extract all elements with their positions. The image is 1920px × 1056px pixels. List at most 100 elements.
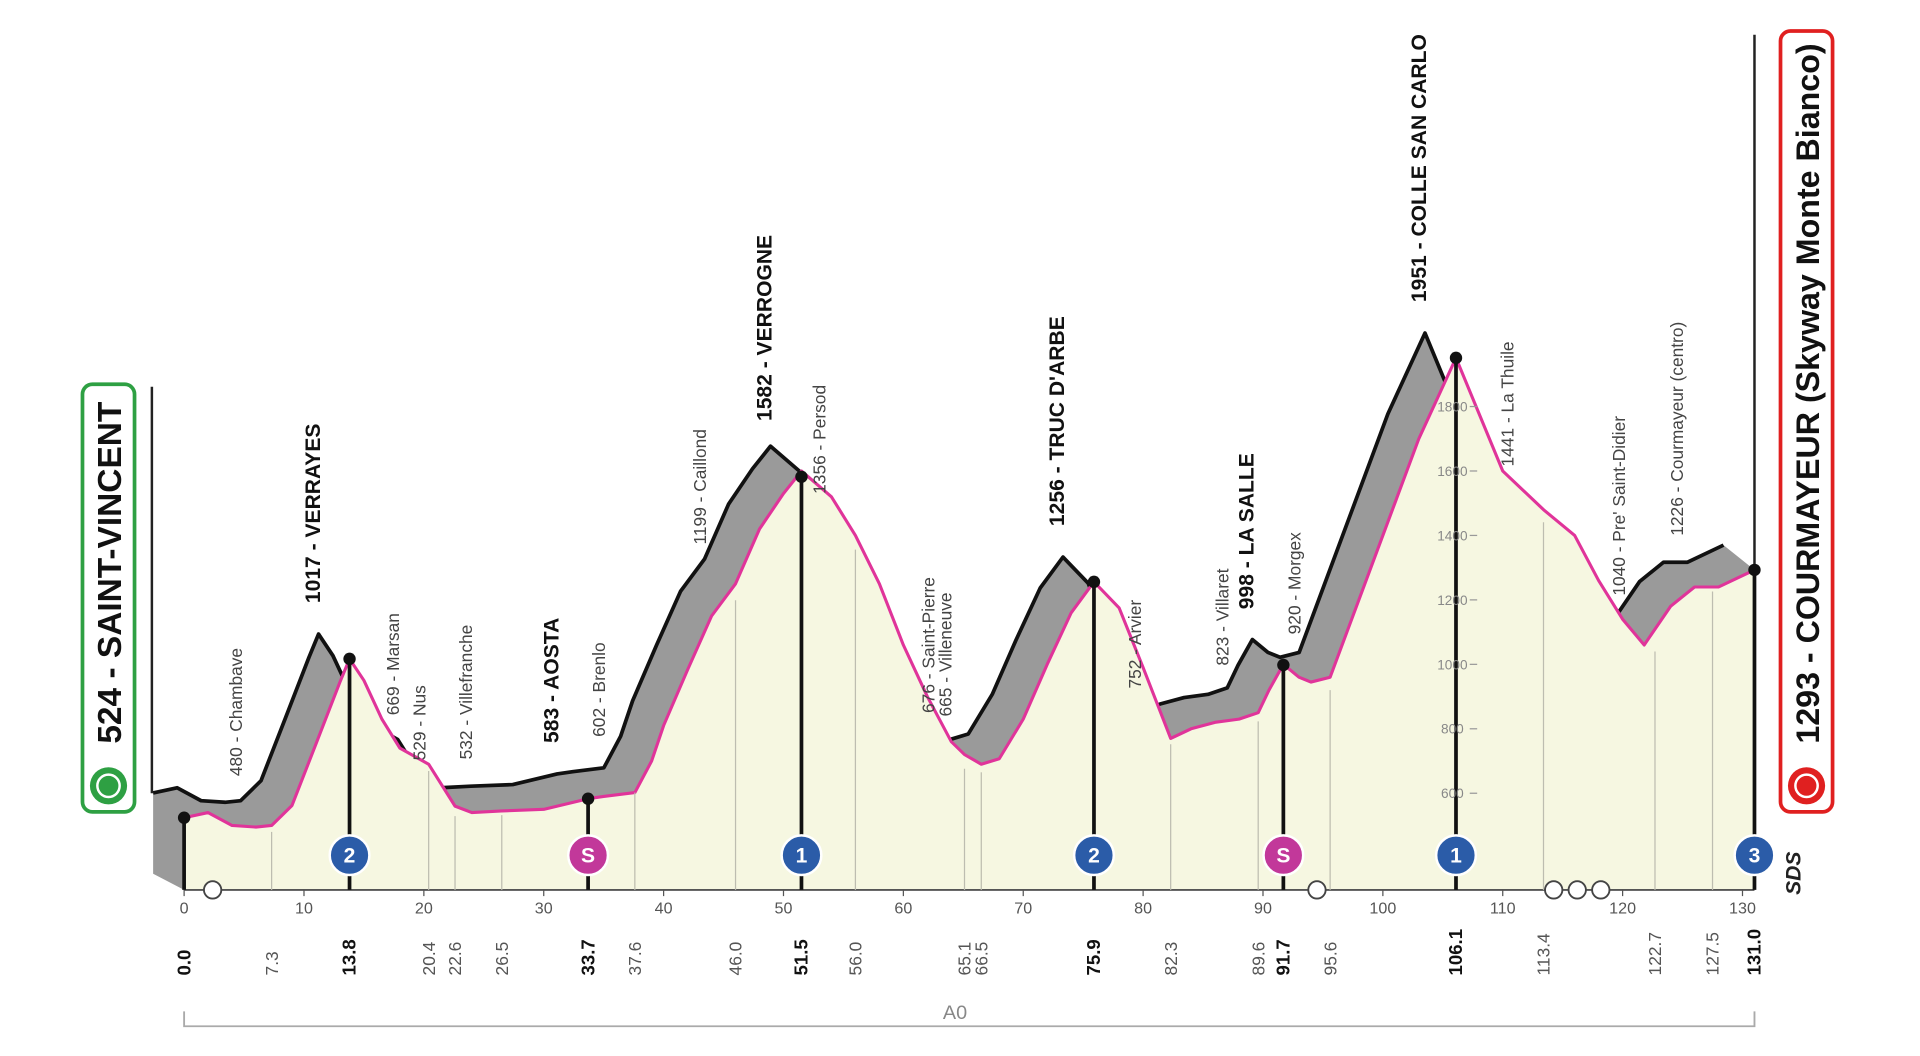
km-label: 7.3 [262, 951, 282, 975]
summit-label: 1951 - COLLE SAN CARLO [1408, 34, 1431, 302]
km-label: 46.0 [726, 942, 746, 976]
km-label: 131.0 [1744, 929, 1765, 976]
km-label: 91.7 [1273, 939, 1294, 975]
x-tick-label: 70 [1014, 899, 1032, 917]
km-label: 65.1 [955, 942, 975, 976]
y-tick-label: 1400 [1437, 528, 1468, 543]
x-tick-label: 110 [1490, 899, 1516, 917]
km-label: 22.6 [445, 942, 465, 976]
badge [1262, 834, 1305, 877]
badge-label: 1 [1450, 845, 1462, 868]
y-tick-label: 1600 [1437, 464, 1468, 479]
start-box [80, 382, 137, 814]
y-tick-label: 600 [1441, 786, 1464, 801]
km-label: 33.7 [577, 939, 598, 975]
x-tick-label: 60 [894, 899, 912, 917]
summit-label: 1017 - VERRAYES [302, 424, 325, 604]
start-icon [89, 767, 128, 805]
km-label: 89.6 [1248, 942, 1268, 976]
waypoint-label: 920 - Morgex [1284, 532, 1304, 635]
summit-label: 583 - AOSTA [540, 618, 563, 743]
km-label: 122.7 [1645, 932, 1665, 975]
profile-area [184, 357, 1755, 890]
summit-dot [177, 811, 191, 824]
badge [567, 834, 610, 877]
waypoint-label: 1040 - Pre' Saint-Didier [1609, 416, 1629, 596]
x-tick-label: 80 [1134, 899, 1152, 917]
badge-label: S [1276, 845, 1290, 868]
summit-dot [1087, 575, 1101, 589]
badge [1072, 834, 1116, 877]
y-tick-label: 1800 [1437, 399, 1468, 414]
tunnel-icon [1591, 880, 1611, 900]
summit-label: 1256 - TRUC D'ARBE [1046, 316, 1069, 526]
y-tick-label: 800 [1441, 722, 1464, 737]
badge [328, 834, 371, 877]
summit-dot [1449, 351, 1463, 365]
km-label: 13.8 [339, 939, 360, 975]
tunnel-icons [203, 880, 1611, 900]
summit-dot [343, 652, 356, 666]
waypoint-label: 480 - Chambave [226, 648, 246, 776]
km-label: 56.0 [846, 942, 866, 976]
finish-icon-ring [1794, 773, 1819, 799]
km-label: 26.5 [492, 942, 512, 976]
badge [1733, 834, 1776, 877]
x-tick-label: 40 [655, 899, 673, 917]
km-label: 106.1 [1445, 929, 1466, 976]
waypoint-label: 529 - Nus [409, 685, 429, 761]
km-label: 66.5 [971, 942, 991, 976]
summit-dot [1277, 658, 1290, 672]
summit-dot [1748, 563, 1761, 577]
finish-label: 1293 - COURMAYEUR (Skyway Monte Bianco) [1790, 43, 1826, 743]
x-tick-label: 0 [180, 899, 189, 917]
badge [1434, 834, 1478, 877]
waypoint-label: 1199 - Caillond [690, 429, 710, 544]
badge-label: 1 [796, 845, 808, 868]
finish-icon [1787, 767, 1826, 805]
km-label: 20.4 [419, 941, 439, 975]
waypoint-label: 602 - Brenlo [589, 642, 609, 737]
start-label: 524 - SAINT-VINCENT [92, 401, 129, 744]
waypoint-label: 532 - Villefranche [456, 625, 476, 760]
km-label: 0.0 [173, 950, 194, 976]
logo: SDS [1782, 852, 1805, 895]
x-tick-label: 30 [535, 899, 553, 917]
km-label: 82.3 [1161, 942, 1181, 976]
summit-label: 998 - LA SALLE [1236, 453, 1259, 609]
x-tick-label: 100 [1369, 899, 1396, 917]
summit-dot [581, 792, 595, 805]
x-tick-label: 10 [295, 899, 313, 917]
badge [780, 834, 823, 877]
waypoint-label: 669 - Marsan [383, 613, 403, 715]
x-tick-label: 130 [1729, 899, 1756, 917]
km-label: 95.6 [1320, 942, 1340, 976]
motorway-bracket [183, 1011, 1756, 1028]
summit-label: 1582 - VERROGNE [754, 235, 777, 421]
waypoint-label: 1226 - Courmayeur (centro) [1667, 322, 1687, 536]
badge-label: 2 [344, 845, 356, 868]
km-label: 113.4 [1534, 933, 1554, 975]
waypoint-label: 823 - Villaret [1212, 568, 1232, 665]
badge-label: 2 [1088, 845, 1100, 868]
waypoint-label: 676 - Saint-Pierre [919, 577, 939, 713]
profile-layer [152, 331, 1756, 891]
start-icon-ring [96, 773, 121, 799]
motorway-label: A0 [943, 1002, 967, 1024]
badge-label: 3 [1749, 845, 1761, 868]
waypoint-label: 665 - Villeneuve [936, 592, 956, 716]
label-layer: 0 10 20 30 40 50 60 70 80 90 100 110 120 130 600 800 100… [173, 34, 1776, 976]
x-tick-label: 50 [775, 899, 793, 917]
waypoint-label: 1356 - Persod [810, 385, 830, 494]
tunnel-icon [203, 880, 223, 900]
km-label: 51.5 [791, 939, 812, 975]
tunnel-icon [1307, 880, 1327, 900]
y-tick-label: 1200 [1437, 593, 1468, 608]
tunnel-icon [1544, 880, 1564, 900]
y-tick-label: 1000 [1437, 657, 1468, 672]
x-tick-label: 120 [1609, 899, 1636, 917]
km-label: 127.5 [1703, 932, 1723, 975]
x-tick-label: 20 [415, 899, 433, 917]
